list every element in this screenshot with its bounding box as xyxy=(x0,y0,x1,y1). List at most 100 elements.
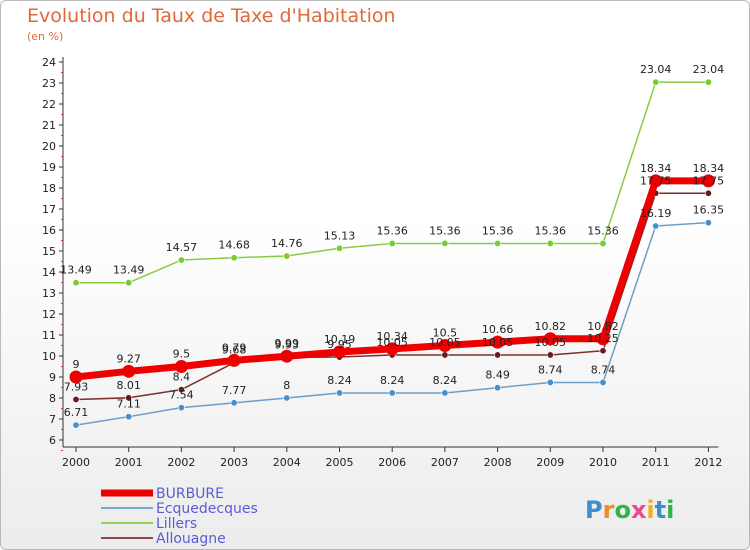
y-tick-label: 7 xyxy=(49,413,56,426)
data-point-ecquedecques xyxy=(704,219,712,227)
x-tick-label: 2002 xyxy=(167,456,195,469)
data-point-lillers xyxy=(704,78,712,86)
data-point-ecquedecques xyxy=(494,384,502,392)
y-tick-label: 15 xyxy=(42,245,56,258)
data-point-burbure xyxy=(649,174,663,188)
data-label-burbure: 9.27 xyxy=(116,352,141,365)
x-tick-label: 2000 xyxy=(62,456,90,469)
data-point-ecquedecques xyxy=(546,378,554,386)
data-point-ecquedecques xyxy=(125,413,133,421)
proxiti-logo: Proxiti xyxy=(585,496,674,524)
y-tick-label: 9 xyxy=(49,371,56,384)
data-label-allouagne: 10.05 xyxy=(376,336,408,349)
data-label-ecquedecques: 8 xyxy=(283,379,290,392)
data-label-allouagne: 7.93 xyxy=(64,380,89,393)
data-label-allouagne: 17.75 xyxy=(640,174,672,187)
data-label-burbure: 18.34 xyxy=(640,162,672,175)
y-tick-label: 11 xyxy=(42,329,56,342)
data-point-lillers xyxy=(230,254,238,262)
y-tick-label: 17 xyxy=(42,203,56,216)
x-tick-label: 2005 xyxy=(326,456,354,469)
data-point-lillers xyxy=(546,239,554,247)
logo-letter: i xyxy=(666,496,674,524)
data-point-allouagne xyxy=(704,189,712,197)
data-point-allouagne xyxy=(125,394,133,402)
data-point-burbure xyxy=(701,174,715,188)
x-tick-label: 2009 xyxy=(536,456,564,469)
data-label-ecquedecques: 7.77 xyxy=(222,384,247,397)
data-point-burbure xyxy=(174,360,188,373)
data-label-allouagne: 8.01 xyxy=(116,379,141,392)
y-tick-label: 12 xyxy=(42,308,56,321)
y-tick-label: 22 xyxy=(42,98,56,111)
data-point-lillers xyxy=(177,256,185,264)
data-label-lillers: 15.36 xyxy=(535,224,567,237)
data-point-allouagne xyxy=(441,351,449,359)
data-point-ecquedecques xyxy=(388,389,396,397)
data-point-burbure xyxy=(122,364,136,378)
y-tick-label: 14 xyxy=(42,266,56,279)
data-label-lillers: 15.36 xyxy=(429,224,461,237)
data-point-allouagne xyxy=(72,395,80,403)
data-point-ecquedecques xyxy=(652,222,660,230)
data-label-lillers: 15.36 xyxy=(376,224,408,237)
data-label-allouagne: 9.93 xyxy=(275,338,300,351)
data-point-ecquedecques xyxy=(335,389,343,397)
data-point-ecquedecques xyxy=(177,404,185,412)
logo-letter: x xyxy=(631,496,647,524)
data-label-lillers: 14.76 xyxy=(271,237,303,250)
data-label-ecquedecques: 16.19 xyxy=(640,207,672,220)
data-point-burbure xyxy=(543,332,557,346)
y-tick-label: 16 xyxy=(42,224,56,237)
y-tick-label: 6 xyxy=(49,434,56,447)
data-label-ecquedecques: 8.24 xyxy=(380,374,405,387)
y-tick-label: 8 xyxy=(49,392,56,405)
data-point-lillers xyxy=(125,279,133,287)
data-point-lillers xyxy=(388,239,396,247)
data-point-burbure xyxy=(227,353,241,367)
data-label-ecquedecques: 8.49 xyxy=(485,369,510,382)
data-label-lillers: 13.49 xyxy=(60,264,92,277)
data-label-ecquedecques: 16.35 xyxy=(693,204,725,217)
logo-letter: r xyxy=(603,496,615,524)
y-tick-label: 23 xyxy=(42,77,56,90)
data-point-ecquedecques xyxy=(599,378,607,386)
data-point-lillers xyxy=(283,252,291,260)
data-label-lillers: 23.04 xyxy=(640,63,672,76)
legend-label-lillers: Lillers xyxy=(156,516,197,532)
data-label-allouagne: 9.68 xyxy=(222,344,247,357)
logo-letter: P xyxy=(585,496,603,524)
data-label-lillers: 23.04 xyxy=(693,63,725,76)
data-label-allouagne: 9.95 xyxy=(327,338,352,351)
data-point-lillers xyxy=(72,279,80,287)
logo-letter: i xyxy=(646,496,654,524)
x-tick-label: 2011 xyxy=(642,456,670,469)
data-label-allouagne: 10.05 xyxy=(429,336,461,349)
data-label-ecquedecques: 8.74 xyxy=(591,363,616,376)
y-tick-label: 10 xyxy=(42,350,56,363)
data-point-lillers xyxy=(494,239,502,247)
data-label-lillers: 14.68 xyxy=(218,239,250,252)
data-point-burbure xyxy=(69,370,83,384)
y-tick-label: 19 xyxy=(42,161,56,174)
data-point-burbure xyxy=(438,339,452,352)
data-point-burbure xyxy=(491,335,505,349)
x-tick-label: 2007 xyxy=(431,456,459,469)
legend-label-allouagne: Allouagne xyxy=(156,531,226,547)
logo-letter: o xyxy=(614,496,631,524)
data-label-allouagne: 10.25 xyxy=(587,332,619,345)
data-label-allouagne: 8.4 xyxy=(173,371,191,384)
y-tick-label: 13 xyxy=(42,287,56,300)
x-tick-label: 2008 xyxy=(484,456,512,469)
data-label-lillers: 15.36 xyxy=(587,224,619,237)
chart-subtitle: (en %) xyxy=(27,30,64,43)
data-point-burbure xyxy=(280,349,294,363)
data-label-ecquedecques: 8.74 xyxy=(538,363,563,376)
data-label-allouagne: 10.05 xyxy=(535,336,567,349)
y-tick-label: 21 xyxy=(42,119,56,132)
data-point-allouagne xyxy=(599,347,607,355)
y-tick-label: 18 xyxy=(42,182,56,195)
data-point-lillers xyxy=(441,239,449,247)
